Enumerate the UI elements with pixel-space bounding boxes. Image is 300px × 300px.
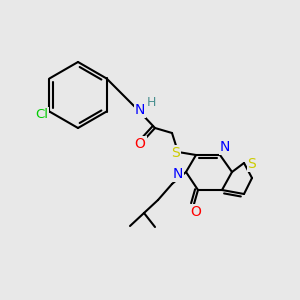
Text: O: O xyxy=(190,205,201,219)
Text: Cl: Cl xyxy=(35,108,48,121)
Text: N: N xyxy=(220,140,230,154)
Text: H: H xyxy=(146,97,156,110)
Text: S: S xyxy=(172,146,180,160)
Text: N: N xyxy=(135,103,145,117)
Text: N: N xyxy=(173,167,183,181)
Text: S: S xyxy=(248,157,256,171)
Text: O: O xyxy=(135,137,146,151)
